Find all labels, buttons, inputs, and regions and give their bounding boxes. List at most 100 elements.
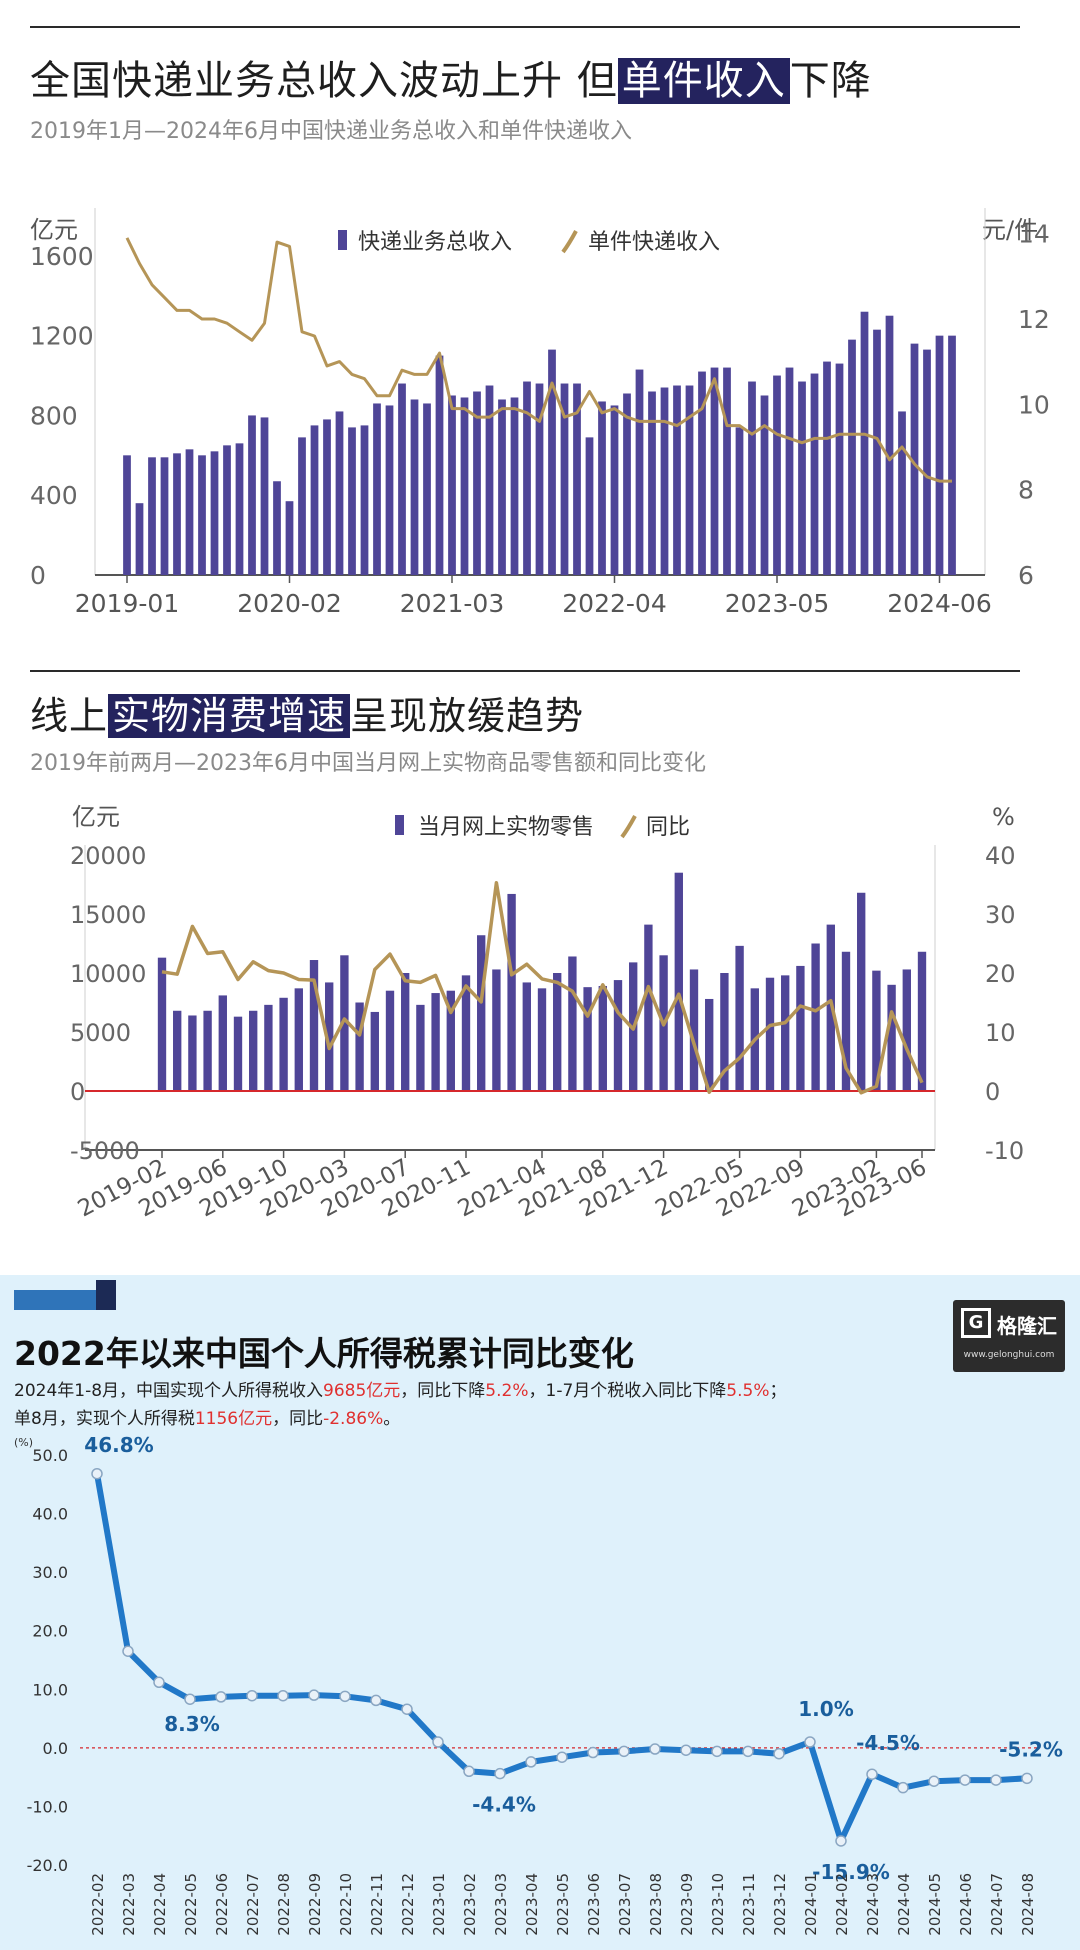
revenue-bar <box>123 455 131 575</box>
revenue-bar <box>423 403 431 575</box>
logo-name: 格隆汇 <box>997 1314 1057 1338</box>
data-point <box>184 1693 196 1705</box>
y-axis-unit: (%) <box>14 1436 33 1449</box>
retail-bar <box>279 997 288 1091</box>
data-point <box>897 1781 909 1794</box>
x-tick-label: 2020-02 <box>237 589 341 618</box>
legend-line-label: 单件快递收入 <box>588 230 720 255</box>
note1-a: 2024年1-8月，中国实现个人所得税收入 <box>14 1381 324 1401</box>
data-point <box>122 1645 134 1657</box>
data-point <box>990 1774 1002 1786</box>
revenue-bar <box>535 383 544 575</box>
data-point <box>742 1745 754 1758</box>
data-point <box>91 1467 103 1480</box>
revenue-bar <box>748 381 756 575</box>
value-annotation: 8.3% <box>164 1712 219 1736</box>
logo-g-icon: G <box>961 1308 991 1338</box>
x-tick-label: 2022-11 <box>368 1873 386 1936</box>
data-point <box>959 1774 971 1786</box>
retail-bar <box>720 973 729 1091</box>
legend-line-label: 同比 <box>646 815 690 840</box>
revenue-bar <box>898 411 906 575</box>
revenue-bar <box>823 361 831 575</box>
retail-bar <box>689 969 699 1091</box>
x-tick-label: 2023-05 <box>725 589 829 618</box>
retail-bar <box>644 924 653 1091</box>
retail-bar <box>553 973 562 1091</box>
retail-bar <box>203 1010 212 1091</box>
revenue-bar <box>348 427 356 575</box>
data-point <box>370 1694 382 1707</box>
y-tick-label: 20.0 <box>32 1622 68 1641</box>
left-tick-label: 0 <box>70 1078 85 1106</box>
legend-bar-label: 当月网上实物零售 <box>418 815 594 840</box>
retail-bar <box>583 987 592 1091</box>
data-point <box>1021 1772 1033 1785</box>
retail-bar <box>781 975 790 1091</box>
revenue-bar <box>448 395 456 575</box>
panel2-subtitle: 2019年前两月—2023年6月中国当月网上实物商品零售额和同比变化 <box>30 751 706 776</box>
revenue-bar <box>223 445 231 575</box>
income-tax-panel <box>0 1275 1080 1950</box>
data-point <box>401 1703 413 1715</box>
right-tick-label: 10 <box>1018 390 1050 419</box>
x-tick-label: 2022-06 <box>213 1873 231 1936</box>
revenue-bar <box>835 363 844 575</box>
retail-bar <box>385 990 395 1091</box>
retail-bar <box>507 893 516 1091</box>
revenue-bar <box>185 449 194 575</box>
right-tick-label: 12 <box>1018 305 1050 334</box>
x-tick-label: 2022-07 <box>244 1873 262 1936</box>
data-point <box>525 1756 537 1768</box>
retail-bar <box>537 988 547 1091</box>
x-tick-label: 2023-08 <box>647 1873 665 1936</box>
retail-bar <box>401 973 410 1091</box>
revenue-bar <box>573 383 581 575</box>
revenue-bar <box>310 425 319 575</box>
right-tick-label: 6 <box>1018 561 1034 590</box>
retail-bar <box>431 993 440 1091</box>
data-point <box>339 1690 351 1703</box>
left-tick-label: 1600 <box>30 242 94 271</box>
retail-bar <box>477 935 486 1091</box>
note2-b: 1156亿元 <box>194 1409 273 1429</box>
panel1-title-part1: 全国快递业务总收入波动上升 但 <box>30 58 618 104</box>
right-tick-label: 14 <box>1018 220 1050 249</box>
x-tick-label: 2022-04 <box>151 1873 169 1936</box>
x-tick-label: 2023-07 <box>616 1873 634 1936</box>
revenue-bar <box>160 457 169 575</box>
y-tick-label: 10.0 <box>32 1680 68 1699</box>
retail-bar <box>249 1010 258 1091</box>
retail-bar <box>233 1016 243 1091</box>
right-tick-label: 40 <box>985 842 1016 870</box>
revenue-bar <box>610 405 619 575</box>
revenue-bar <box>273 481 281 575</box>
revenue-bar <box>298 437 306 575</box>
gelonghui-logo: G 格隆汇 www.gelonghui.com <box>953 1300 1065 1372</box>
right-tick-label: 8 <box>1018 476 1034 505</box>
data-point <box>680 1744 692 1756</box>
per-piece-revenue-line <box>125 237 952 483</box>
data-point <box>928 1775 940 1787</box>
revenue-bar <box>648 391 656 575</box>
value-annotation: -4.5% <box>856 1731 920 1755</box>
legend-bar-label: 快递业务总收入 <box>358 230 512 255</box>
panel3-note-line1: 2024年1-8月，中国实现个人所得税收入9685亿元，同比下降5.2%，1-7… <box>14 1376 786 1401</box>
x-tick-label: 2024-08 <box>1019 1873 1037 1936</box>
retail-bar <box>416 1004 425 1091</box>
x-tick-label: 2023-05 <box>554 1873 572 1936</box>
x-tick-label: 2023-06 <box>585 1873 603 1936</box>
revenue-bar <box>248 415 256 575</box>
revenue-bar <box>673 385 681 575</box>
online-retail-chart: 亿元 % -5000 0 5000 10000 15000 20000 -10 0 10 20 30 40… <box>70 803 1024 1222</box>
value-annotation: 46.8% <box>84 1435 153 1457</box>
retail-bar <box>796 965 805 1091</box>
online-retail-panel: 线上 实物消费增速 呈现放缓趋势 2019年前两月—2023年6月中国当月网上实物商… <box>0 630 1080 1250</box>
retail-bar <box>811 943 820 1091</box>
panel2-title-part3: 呈现放缓趋势 <box>350 694 585 738</box>
retail-bar <box>264 1004 273 1091</box>
retail-bar <box>917 951 927 1091</box>
revenue-bar <box>635 369 644 575</box>
x-tick-label: 2022-08 <box>275 1873 293 1936</box>
